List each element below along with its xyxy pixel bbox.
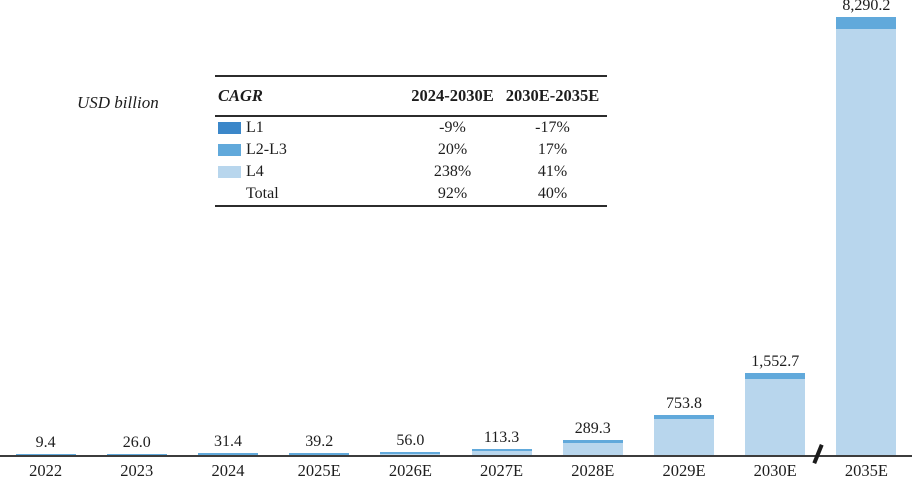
legend-cell: L2-L3 bbox=[215, 141, 405, 159]
cagr-value-2024-2030e: -9% bbox=[439, 119, 466, 136]
cagr-value-2030e-2035e: 41% bbox=[537, 163, 568, 180]
legend-cell: L4 bbox=[215, 163, 405, 181]
cagr-table-header-cagr: CAGR bbox=[218, 86, 263, 105]
bar-value-label: 8,290.2 bbox=[842, 0, 891, 15]
bar-2028E bbox=[562, 439, 623, 455]
cagr-value-2030e-2035e: 40% bbox=[537, 185, 568, 202]
legend-label: Total bbox=[246, 185, 279, 202]
legend-label: L1 bbox=[246, 119, 264, 136]
legend-cell: L1 bbox=[215, 119, 405, 137]
bar-2022 bbox=[15, 454, 76, 455]
bar-2029E bbox=[654, 415, 714, 455]
x-tick-label-2026E: 2026E bbox=[388, 461, 432, 480]
bar-value-label: 26.0 bbox=[122, 433, 151, 451]
cagr-table-header-row: CAGR 2024-2030E 2030E-2035E bbox=[215, 77, 607, 117]
cagr-table-header-2024-2030e: 2024-2030E bbox=[411, 86, 494, 105]
cagr-table-body: L1 -9% -17% L2-L3 20% 17% L4 238% 41% Total 92% 40% bbox=[215, 117, 607, 205]
bar-2025E bbox=[289, 452, 350, 455]
x-tick-label-2022: 2022 bbox=[29, 461, 63, 480]
legend-cell: Total bbox=[215, 185, 405, 203]
bar-value-label: 56.0 bbox=[396, 432, 425, 450]
bar-l23-segment bbox=[471, 449, 532, 452]
bar-value-label: 9.4 bbox=[35, 434, 56, 451]
bar-l23-segment bbox=[654, 415, 714, 420]
legend-swatch-spacer bbox=[218, 188, 241, 200]
cagr-table-row-l4: L4 238% 41% bbox=[215, 161, 607, 183]
bar-value-label: 753.8 bbox=[666, 395, 702, 413]
x-tick-label-2035E: 2035E bbox=[844, 461, 888, 480]
cagr-value-2030e-2035e: 17% bbox=[537, 141, 568, 158]
cagr-value-2024-2030e: 20% bbox=[437, 141, 468, 158]
x-tick-label-2030E: 2030E bbox=[753, 461, 797, 480]
legend-label: L2-L3 bbox=[246, 141, 287, 158]
bar-l23-segment bbox=[836, 17, 897, 30]
cagr-value-2024-2030e: 92% bbox=[437, 185, 468, 202]
x-tick-label-2028E: 2028E bbox=[571, 461, 615, 480]
bar-l23-segment bbox=[380, 452, 441, 455]
x-tick-label-2029E: 2029E bbox=[662, 461, 706, 480]
x-tick-label-2025E: 2025E bbox=[297, 461, 341, 480]
legend-swatch-icon bbox=[218, 144, 241, 156]
bar-2035E bbox=[836, 17, 897, 455]
bar-2030E bbox=[745, 373, 806, 455]
x-tick-label-2023: 2023 bbox=[120, 461, 154, 480]
legend-swatch-icon bbox=[218, 122, 241, 134]
bar-l23-segment bbox=[562, 439, 623, 443]
cagr-table: CAGR 2024-2030E 2030E-2035E L1 -9% -17% L2-… bbox=[215, 75, 607, 207]
bar-value-label: 39.2 bbox=[305, 432, 334, 450]
cagr-table-row-total: Total 92% 40% bbox=[215, 183, 607, 205]
legend-swatch-icon bbox=[218, 166, 241, 178]
bar-2026E bbox=[380, 452, 441, 455]
x-tick-label-2027E: 2027E bbox=[480, 461, 524, 480]
bar-value-label: 31.4 bbox=[214, 433, 242, 451]
cagr-table-header-2030e-2035e: 2030E-2035E bbox=[505, 86, 600, 105]
bar-l23-segment bbox=[745, 373, 806, 380]
cagr-value-2030e-2035e: -17% bbox=[535, 119, 570, 136]
x-tick-label-2024: 2024 bbox=[211, 461, 245, 480]
bar-value-label: 113.3 bbox=[483, 429, 520, 447]
cagr-table-row-l1: L1 -9% -17% bbox=[215, 117, 607, 139]
cagr-value-2024-2030e: 238% bbox=[433, 163, 472, 180]
bar-2023 bbox=[106, 453, 167, 455]
bar-value-label: 289.3 bbox=[574, 419, 611, 437]
x-axis-line bbox=[0, 455, 912, 457]
bar-2027E bbox=[471, 449, 532, 455]
bar-value-label: 1,552.7 bbox=[751, 353, 800, 371]
bar-2024 bbox=[198, 453, 258, 455]
legend-label: L4 bbox=[246, 163, 264, 180]
cagr-table-row-l2-l3: L2-L3 20% 17% bbox=[215, 139, 607, 161]
unit-label: USD billion bbox=[77, 93, 159, 112]
